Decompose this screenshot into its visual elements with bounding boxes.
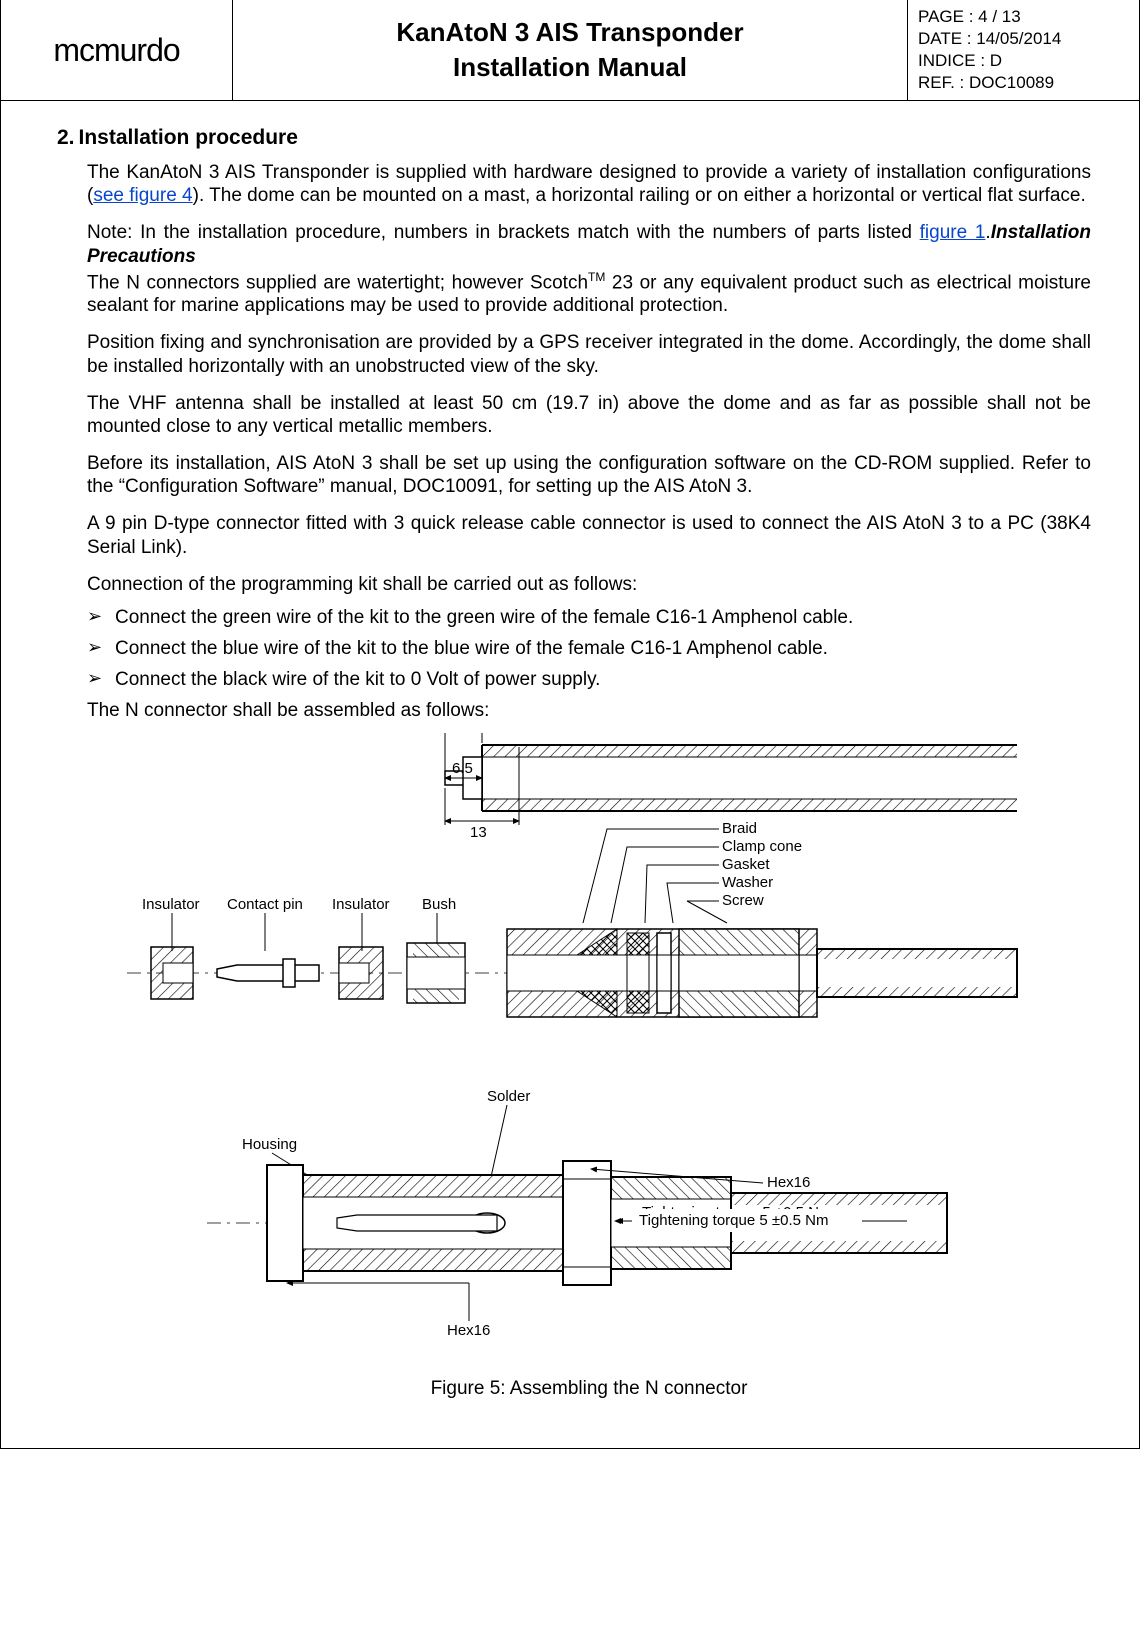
paragraph-config: Before its installation, AIS AtoN 3 shal…: [57, 452, 1091, 498]
paragraph-kit-intro: Connection of the programming kit shall …: [57, 573, 1091, 596]
label-insulator-1: Insulator: [142, 896, 200, 913]
brand-logo: mcmurdo: [1, 0, 233, 100]
paragraph-vhf: The VHF antenna shall be installed at le…: [57, 392, 1091, 438]
label-gasket: Gasket: [722, 856, 770, 873]
bullet-icon: ➢: [87, 606, 115, 629]
label-hex16-bottom: Hex16: [447, 1322, 490, 1339]
list-item: ➢ Connect the blue wire of the kit to th…: [87, 637, 1091, 660]
dim-13: 13: [470, 824, 487, 841]
title-line-1: KanAtoN 3 AIS Transponder: [243, 17, 897, 48]
top-assembly: 6.5 13 Braid Clamp cone Gasket Was: [127, 733, 1017, 1017]
bullet-text: Connect the blue wire of the kit to the …: [115, 637, 828, 660]
page: mcmurdo KanAtoN 3 AIS Transponder Instal…: [0, 0, 1140, 1449]
meta-ref: REF. : DOC10089: [918, 72, 1129, 94]
link-figure-4[interactable]: see figure 4: [93, 185, 192, 206]
document-meta-block: PAGE : 4 / 13 DATE : 14/05/2014 INDICE :…: [907, 0, 1139, 100]
section-heading: 2.Installation procedure: [57, 125, 1091, 151]
label-washer: Washer: [722, 874, 773, 891]
bullet-icon: ➢: [87, 668, 115, 691]
paragraph-assembly-intro: The N connector shall be assembled as fo…: [57, 699, 1091, 722]
paragraph-intro: The KanAtoN 3 AIS Transponder is supplie…: [57, 161, 1091, 207]
bullet-text: Connect the green wire of the kit to the…: [115, 606, 853, 629]
section-number: 2.: [57, 126, 75, 149]
paragraph-gps: Position fixing and synchronisation are …: [57, 331, 1091, 377]
paragraph-note: Note: In the installation procedure, num…: [57, 221, 1091, 267]
label-torque-text: Tightening torque 5 ±0.5 Nm: [639, 1212, 828, 1229]
link-figure-1[interactable]: figure 1: [920, 222, 986, 243]
label-housing: Housing: [242, 1136, 297, 1153]
title-line-2: Installation Manual: [243, 52, 897, 83]
bullet-text: Connect the black wire of the kit to 0 V…: [115, 668, 600, 691]
label-insulator-2: Insulator: [332, 896, 390, 913]
label-hex16-top: Hex16: [767, 1174, 810, 1191]
connector-diagram: 6.5 13 Braid Clamp cone Gasket Was: [87, 733, 1047, 1353]
label-clamp-cone: Clamp cone: [722, 838, 802, 855]
document-title-block: KanAtoN 3 AIS Transponder Installation M…: [233, 0, 907, 100]
meta-page: PAGE : 4 / 13: [918, 6, 1129, 28]
document-body: 2.Installation procedure The KanAtoN 3 A…: [1, 101, 1139, 1448]
paragraph-scotch: The N connectors supplied are watertight…: [57, 270, 1091, 318]
section-title: Installation procedure: [79, 126, 298, 149]
bullet-icon: ➢: [87, 637, 115, 660]
figure-caption: Figure 5: Assembling the N connector: [87, 1377, 1091, 1400]
document-header: mcmurdo KanAtoN 3 AIS Transponder Instal…: [1, 0, 1139, 101]
label-solder: Solder: [487, 1088, 530, 1105]
label-contact-pin: Contact pin: [227, 896, 303, 913]
paragraph-dtype: A 9 pin D-type connector fitted with 3 q…: [57, 512, 1091, 558]
list-item: ➢ Connect the black wire of the kit to 0…: [87, 668, 1091, 691]
label-screw: Screw: [722, 892, 764, 909]
label-braid: Braid: [722, 820, 757, 837]
label-bush: Bush: [422, 896, 456, 913]
figure-container: 6.5 13 Braid Clamp cone Gasket Was: [57, 733, 1091, 1400]
bottom-assembly: Housing Solder: [207, 1088, 947, 1339]
meta-indice: INDICE : D: [918, 50, 1129, 72]
bullet-list: ➢ Connect the green wire of the kit to t…: [57, 606, 1091, 692]
list-item: ➢ Connect the green wire of the kit to t…: [87, 606, 1091, 629]
dim-6-5: 6.5: [452, 760, 473, 777]
meta-date: DATE : 14/05/2014: [918, 28, 1129, 50]
trademark-tm: TM: [588, 270, 605, 284]
